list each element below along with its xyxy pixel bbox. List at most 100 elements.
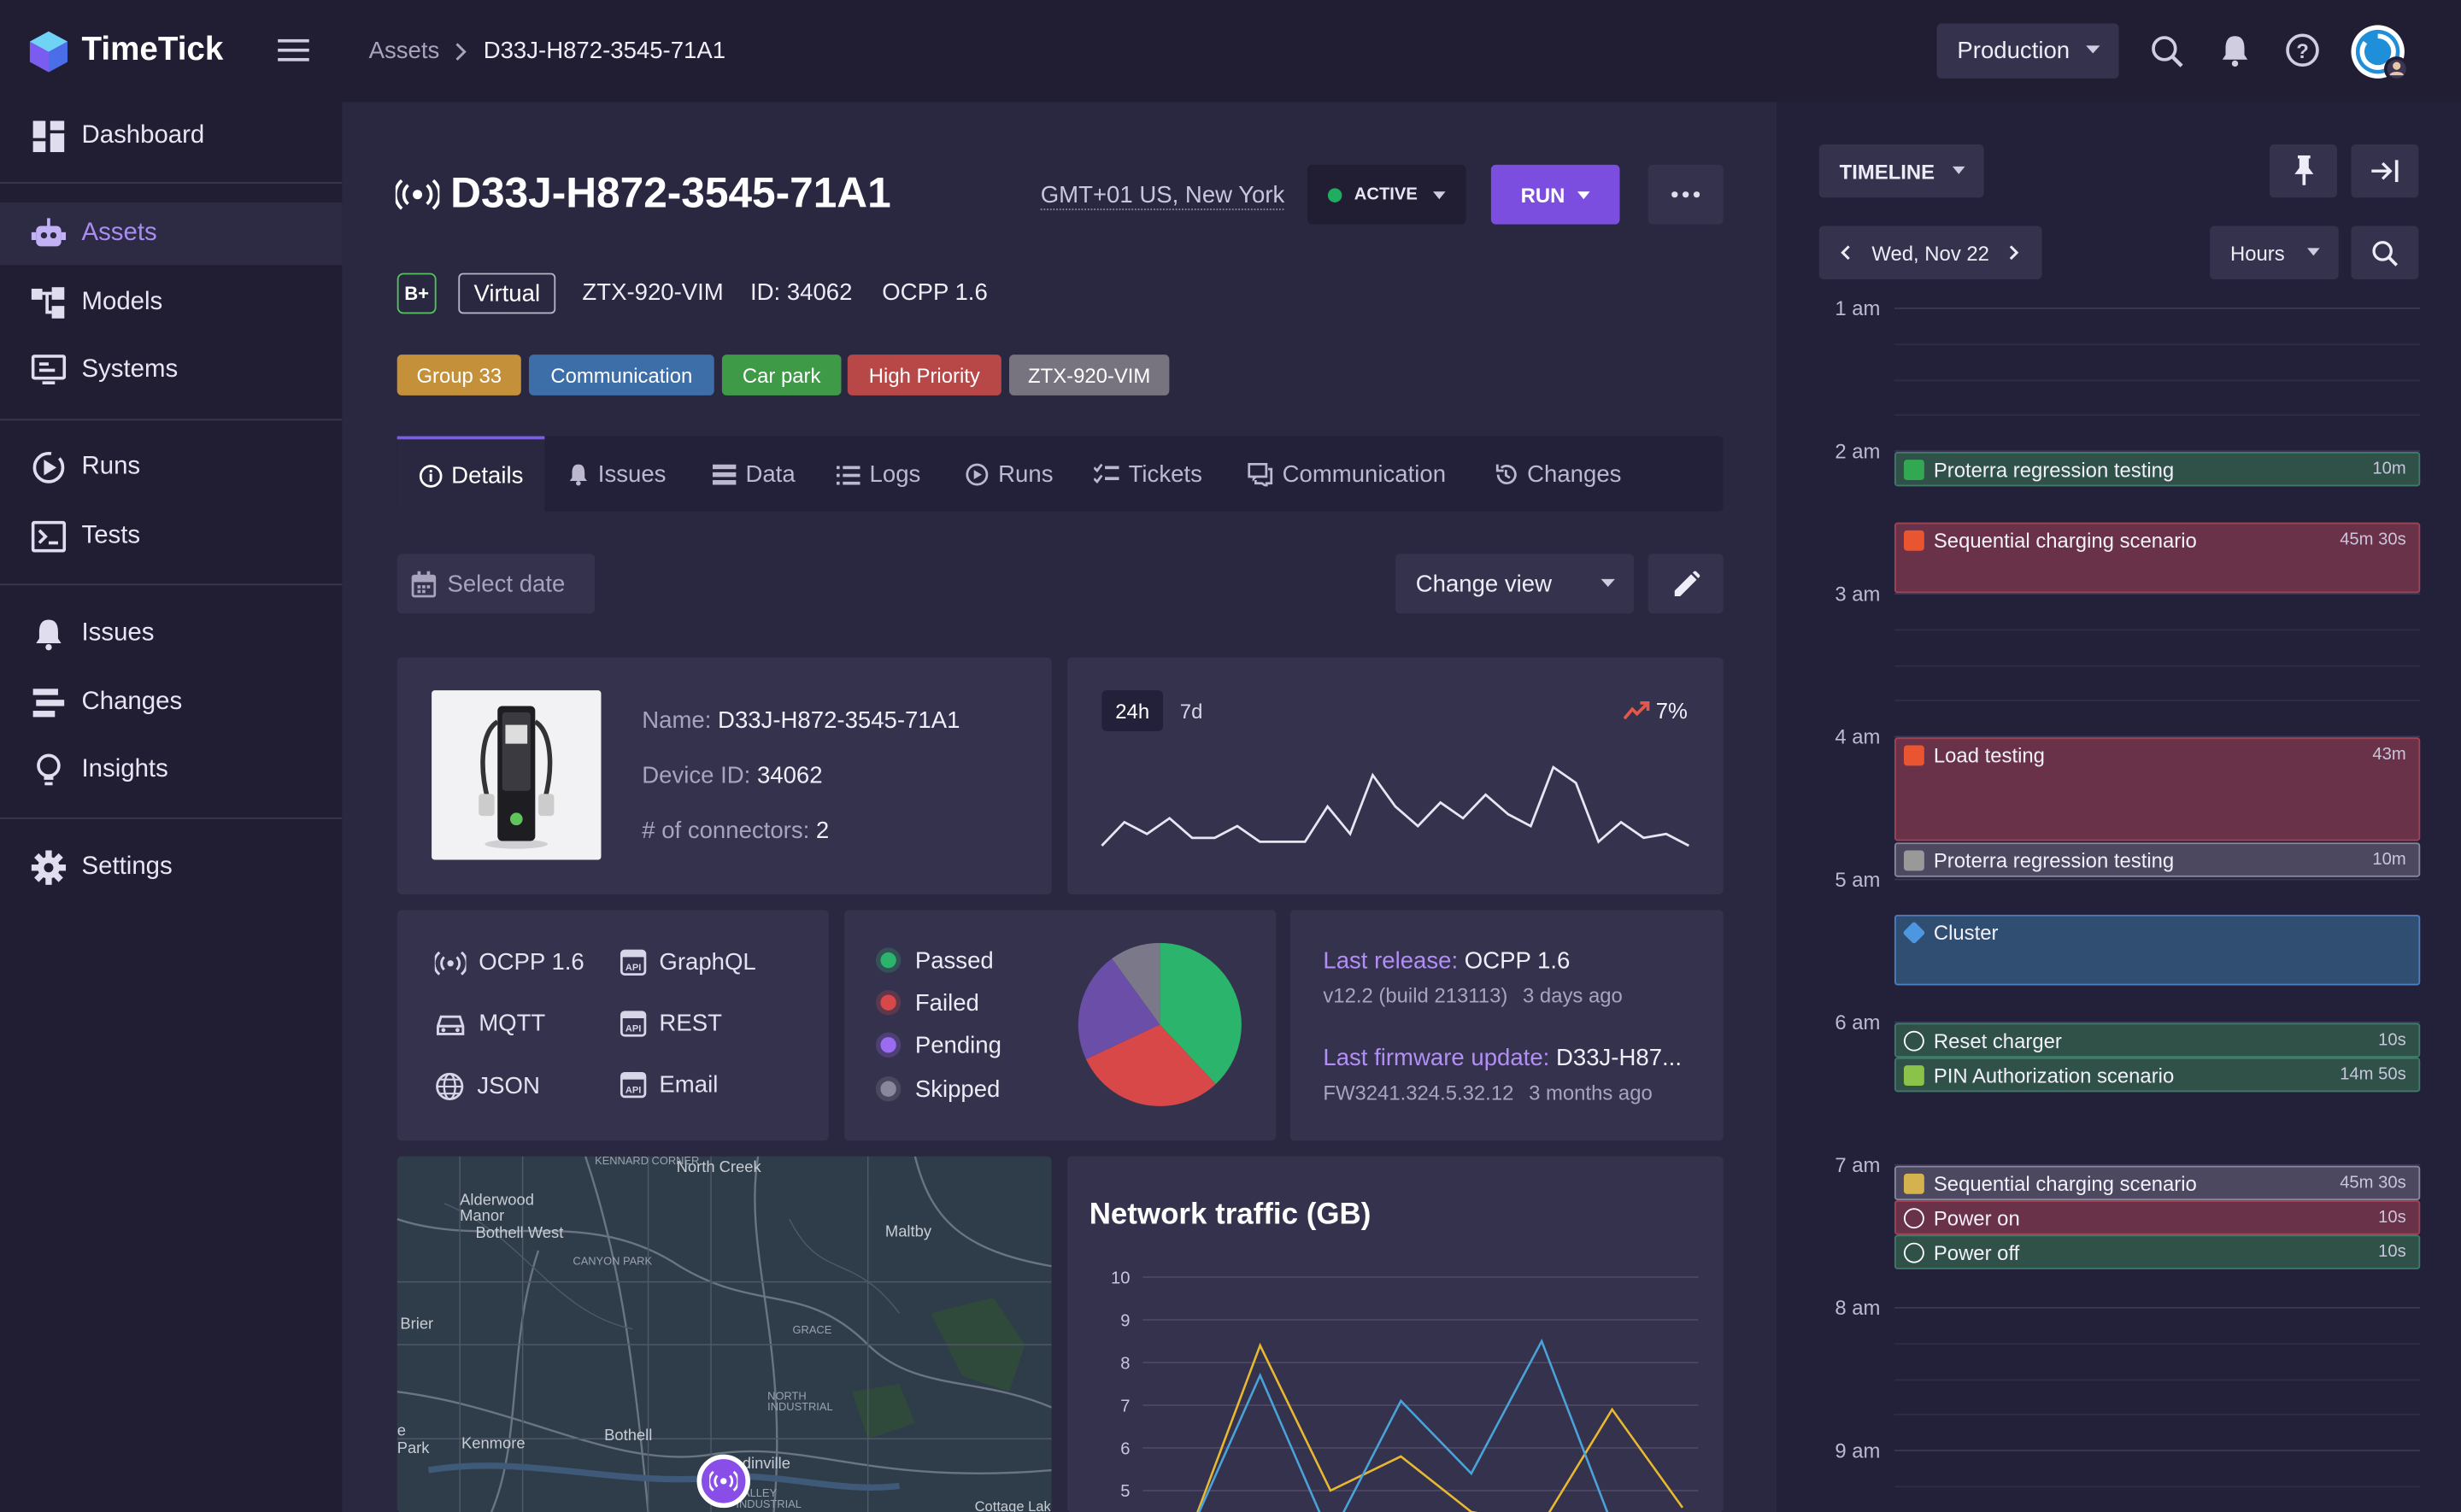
- timeline-event[interactable]: Cluster: [1894, 914, 2421, 986]
- timeline-event[interactable]: Sequential charging scenario 45m 30s: [1894, 1165, 2421, 1201]
- tag-group[interactable]: Group 33: [396, 355, 521, 396]
- y-tick-label: 10: [1111, 1269, 1130, 1287]
- timeline-select[interactable]: TIMELINE: [1818, 144, 1984, 198]
- legend-skipped: Skipped: [914, 1076, 1001, 1104]
- sidebar-item-changes[interactable]: Changes: [0, 671, 342, 734]
- tag-communication[interactable]: Communication: [528, 355, 714, 396]
- robot-icon: [31, 216, 67, 250]
- environment-select[interactable]: Production: [1936, 23, 2119, 79]
- range-24h-button[interactable]: 24h: [1101, 690, 1164, 731]
- help-icon[interactable]: ?: [2285, 33, 2319, 76]
- tab-details[interactable]: Details: [396, 436, 545, 512]
- protocol-item: API GraphQL: [620, 949, 756, 976]
- chevron-right-icon[interactable]: [2009, 245, 2020, 261]
- page-title: D33J-H872-3545-71A1: [450, 169, 891, 217]
- timeline-event[interactable]: Power on 10s: [1894, 1200, 2421, 1235]
- device-id-value: 34062: [756, 762, 823, 789]
- tab-logs[interactable]: Logs: [836, 437, 920, 512]
- half-hour-line: [1894, 343, 2421, 346]
- tag-car-park[interactable]: Car park: [721, 355, 842, 396]
- collapse-panel-button[interactable]: [2351, 144, 2419, 198]
- timezone-link[interactable]: GMT+01 US, New York: [1040, 182, 1285, 211]
- event-title: Sequential charging scenario: [1933, 1172, 2197, 1196]
- timeline-label: TIMELINE: [1839, 159, 1935, 183]
- event-duration: 43m: [2372, 745, 2406, 765]
- more-options-button[interactable]: [1648, 164, 1724, 225]
- map-label: Maltby: [884, 1223, 932, 1241]
- sidebar-item-dashboard[interactable]: Dashboard: [0, 105, 342, 167]
- sidebar-item-settings[interactable]: Settings: [0, 836, 342, 899]
- tag-model[interactable]: ZTX-920-VIM: [1009, 355, 1170, 396]
- firmware-version: FW3241.324.5.32.12: [1323, 1081, 1514, 1105]
- sidebar-item-systems[interactable]: Systems: [0, 339, 342, 401]
- breadcrumb-parent[interactable]: Assets: [368, 38, 440, 65]
- hour-label: 7 am: [1835, 1153, 1881, 1177]
- event-duration: 10s: [2378, 1242, 2406, 1262]
- chevron-left-icon[interactable]: [1840, 245, 1851, 261]
- hamburger-icon[interactable]: [278, 38, 309, 62]
- tab-changes[interactable]: Changes: [1495, 437, 1621, 512]
- caret-down-icon: [1433, 190, 1446, 199]
- run-button[interactable]: RUN: [1490, 164, 1620, 225]
- tab-runs[interactable]: Runs: [966, 437, 1054, 512]
- hour-label: 4 am: [1835, 724, 1881, 749]
- sidebar-item-issues[interactable]: Issues: [0, 602, 342, 665]
- bell-icon: [569, 463, 587, 485]
- models-icon: [31, 285, 66, 319]
- wireless-icon: [434, 950, 467, 975]
- hour-line: [1894, 593, 2421, 595]
- scale-select[interactable]: Hours: [2210, 226, 2339, 279]
- app-logo[interactable]: [26, 30, 70, 73]
- scenario-icon: [1903, 1173, 1924, 1194]
- timeline-event[interactable]: Reset charger 10s: [1894, 1023, 2421, 1058]
- timeline-event[interactable]: PIN Authorization scenario 14m 50s: [1894, 1057, 2421, 1093]
- pie-slice-skipped: [1112, 942, 1160, 1025]
- timeline-event[interactable]: Power off 10s: [1894, 1234, 2421, 1269]
- timeline-event[interactable]: Sequential charging scenario 45m 30s: [1894, 522, 2421, 594]
- date-picker[interactable]: Select date: [396, 554, 596, 614]
- edit-button[interactable]: [1648, 554, 1724, 614]
- date-placeholder: Select date: [447, 570, 566, 597]
- sidebar-item-assets[interactable]: Assets: [0, 202, 343, 266]
- timeline-date: Wed, Nov 22: [1871, 240, 1989, 265]
- skipped-dot: [880, 1081, 896, 1097]
- sidebar-item-label: Models: [81, 288, 163, 316]
- map-marker[interactable]: [696, 1454, 750, 1509]
- sidebar-divider: [0, 583, 343, 586]
- hour-label: 9 am: [1835, 1439, 1881, 1462]
- sidebar-item-tests[interactable]: Tests: [0, 505, 342, 567]
- change-view-select[interactable]: Change view: [1395, 554, 1635, 614]
- tab-tickets[interactable]: Tickets: [1094, 437, 1202, 512]
- play-circle-icon: [32, 450, 66, 484]
- connectors-row: # of connectors: 2: [642, 818, 829, 844]
- event-duration: 10m: [2372, 460, 2406, 479]
- y-tick-label: 6: [1120, 1439, 1130, 1458]
- tab-communication[interactable]: Communication: [1248, 437, 1446, 512]
- sidebar-item-insights[interactable]: Insights: [0, 739, 342, 801]
- tab-issues[interactable]: Issues: [568, 437, 666, 512]
- device-id-label: Device ID:: [642, 762, 751, 789]
- tag-high-priority[interactable]: High Priority: [847, 355, 1001, 396]
- checklist-icon: [1094, 463, 1119, 483]
- pin-button[interactable]: [2269, 144, 2337, 198]
- tab-label: Communication: [1282, 460, 1447, 488]
- sidebar-item-runs[interactable]: Runs: [0, 437, 342, 499]
- hour-label: 5 am: [1835, 867, 1881, 892]
- tab-data[interactable]: Data: [712, 437, 796, 512]
- location-map[interactable]: North Creek Alderwood Manor Bothell West…: [396, 1156, 1052, 1512]
- avatar[interactable]: [2350, 24, 2410, 82]
- timeline-search-button[interactable]: [2351, 226, 2419, 279]
- timeline-event[interactable]: Load testing 43m: [1894, 737, 2421, 841]
- trend-up-icon: [1623, 700, 1650, 728]
- timeline-event[interactable]: Proterra regression testing 10m: [1894, 842, 2421, 877]
- terminal-icon: [31, 519, 67, 554]
- search-icon[interactable]: [2150, 34, 2184, 77]
- status-dropdown[interactable]: ACTIVE: [1307, 164, 1466, 225]
- half-hour-line: [1894, 1379, 2421, 1381]
- sidebar-item-models[interactable]: Models: [0, 272, 342, 334]
- range-7d-button[interactable]: 7d: [1179, 699, 1203, 723]
- timeline-event[interactable]: Proterra regression testing 10m: [1894, 451, 2421, 487]
- hour-line: [1894, 1307, 2421, 1309]
- bell-icon[interactable]: [2219, 33, 2251, 76]
- tab-label: Data: [745, 460, 796, 488]
